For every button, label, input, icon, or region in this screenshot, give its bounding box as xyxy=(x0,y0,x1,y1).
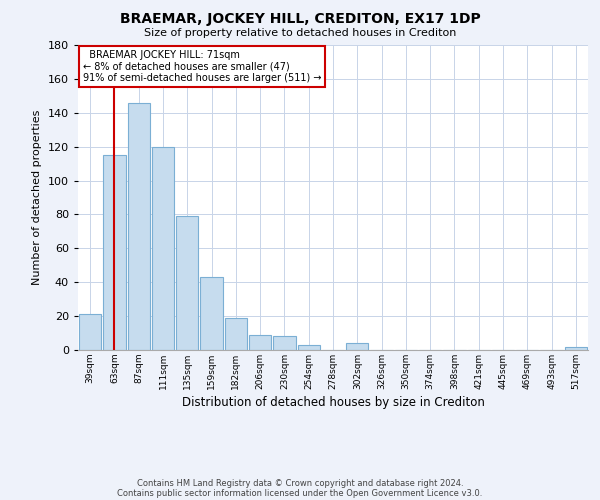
Bar xyxy=(128,102,150,350)
Bar xyxy=(79,314,101,350)
Y-axis label: Number of detached properties: Number of detached properties xyxy=(32,110,42,285)
Bar xyxy=(249,335,271,350)
Bar xyxy=(152,146,174,350)
Bar xyxy=(565,346,587,350)
Text: Size of property relative to detached houses in Crediton: Size of property relative to detached ho… xyxy=(144,28,456,38)
Text: BRAEMAR, JOCKEY HILL, CREDITON, EX17 1DP: BRAEMAR, JOCKEY HILL, CREDITON, EX17 1DP xyxy=(119,12,481,26)
Bar xyxy=(224,318,247,350)
Text: Contains public sector information licensed under the Open Government Licence v3: Contains public sector information licen… xyxy=(118,488,482,498)
X-axis label: Distribution of detached houses by size in Crediton: Distribution of detached houses by size … xyxy=(182,396,484,409)
Bar xyxy=(298,345,320,350)
Bar xyxy=(346,343,368,350)
Text: Contains HM Land Registry data © Crown copyright and database right 2024.: Contains HM Land Registry data © Crown c… xyxy=(137,478,463,488)
Bar xyxy=(200,277,223,350)
Bar xyxy=(176,216,199,350)
Bar xyxy=(103,155,125,350)
Bar xyxy=(273,336,296,350)
Text: BRAEMAR JOCKEY HILL: 71sqm
← 8% of detached houses are smaller (47)
91% of semi-: BRAEMAR JOCKEY HILL: 71sqm ← 8% of detac… xyxy=(83,50,322,83)
